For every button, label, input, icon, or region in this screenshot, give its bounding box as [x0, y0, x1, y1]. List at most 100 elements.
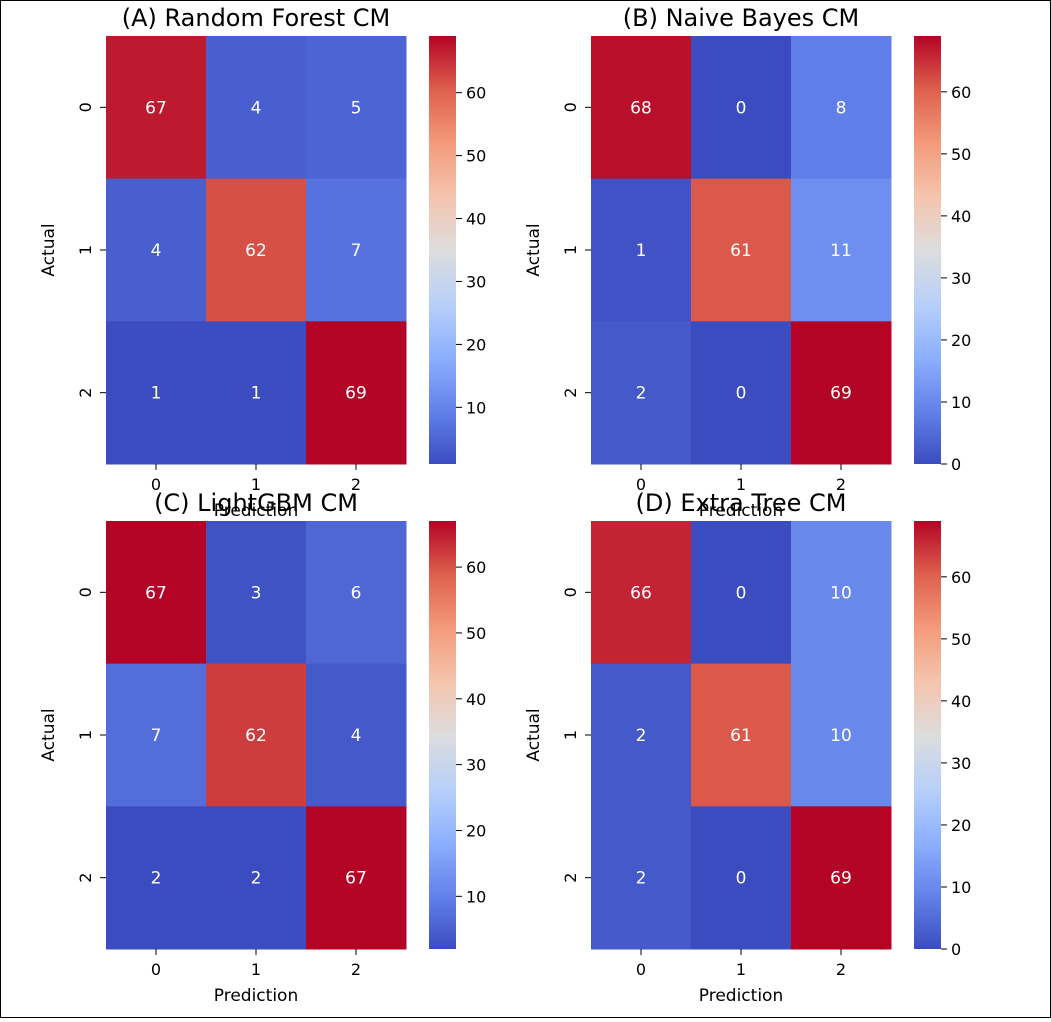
- heatmap-cell: [591, 36, 692, 180]
- cell-value-label: 66: [630, 583, 652, 603]
- heatmap-cell: [206, 663, 307, 807]
- colorbar-tick-label: 50: [466, 624, 486, 643]
- colorbar-tick-label: 60: [466, 84, 486, 103]
- colorbar-tick-label: 50: [466, 147, 486, 166]
- y-tick-label: 1: [561, 730, 580, 740]
- cell-value-label: 11: [830, 241, 852, 261]
- y-axis-label: Actual: [524, 708, 544, 761]
- colorbar-tick-label: 50: [951, 145, 971, 164]
- y-axis-label: Actual: [39, 708, 59, 761]
- y-tick-label: 0: [561, 587, 580, 597]
- heatmap-cell: [206, 806, 307, 950]
- cell-value-label: 0: [736, 583, 747, 603]
- colorbar-tick-label: 60: [951, 83, 971, 102]
- heatmap-cell: [691, 36, 792, 180]
- panel-title: (A) Random Forest CM: [122, 4, 391, 32]
- x-tick-label: 1: [251, 960, 261, 979]
- heatmap-cell: [791, 663, 892, 807]
- heatmap-cell: [791, 521, 892, 665]
- cell-value-label: 69: [830, 384, 852, 404]
- heatmap-cell: [691, 521, 792, 665]
- cell-value-label: 67: [145, 583, 167, 603]
- cell-value-label: 69: [345, 384, 367, 404]
- heatmap-cell: [106, 663, 207, 807]
- cell-value-label: 1: [251, 384, 262, 404]
- y-tick-label: 2: [76, 388, 95, 398]
- heatmap-cell: [306, 178, 407, 322]
- heatmap-cell: [691, 321, 792, 465]
- cell-value-label: 2: [636, 869, 647, 889]
- colorbar-tick-label: 30: [951, 754, 971, 773]
- x-axis-label: Prediction: [699, 986, 783, 1006]
- cell-value-label: 8: [836, 98, 847, 118]
- cell-value-label: 10: [830, 726, 852, 746]
- heatmap-cell: [691, 663, 792, 807]
- colorbar-tick-label: 10: [466, 398, 486, 417]
- panel-title: (B) Naive Bayes CM: [623, 4, 859, 32]
- heatmap-panel: (A) Random Forest CM 67 4 5 4 62 7 1 1 69 0 1 2 Predi…: [39, 4, 486, 521]
- y-axis-label: Actual: [524, 223, 544, 276]
- heatmap-cell: [106, 321, 207, 465]
- x-tick-label: 0: [636, 475, 646, 494]
- y-tick-label: 2: [76, 873, 95, 883]
- x-tick-label: 1: [736, 960, 746, 979]
- cell-value-label: 62: [245, 726, 267, 746]
- cell-value-label: 7: [151, 726, 162, 746]
- heatmap-cell: [591, 178, 692, 322]
- x-tick-label: 0: [636, 960, 646, 979]
- heatmap-cell: [591, 521, 692, 665]
- cell-value-label: 0: [736, 384, 747, 404]
- cell-value-label: 6: [351, 583, 362, 603]
- heatmap-cell: [691, 178, 792, 322]
- cell-value-label: 4: [351, 726, 362, 746]
- heatmap-cell: [306, 321, 407, 465]
- panel-title: (C) LightGBM CM: [154, 489, 358, 517]
- colorbar-tick-label: 50: [951, 630, 971, 649]
- heatmap-cell: [791, 178, 892, 322]
- x-tick-label: 0: [151, 475, 161, 494]
- cell-value-label: 7: [351, 241, 362, 261]
- heatmap-cell: [691, 806, 792, 950]
- y-tick-label: 0: [76, 587, 95, 597]
- heatmap-cell: [791, 806, 892, 950]
- heatmap-cell: [206, 521, 307, 665]
- x-tick-label: 0: [151, 960, 161, 979]
- colorbar-tick-label: 20: [466, 821, 486, 840]
- heatmap-cell: [306, 806, 407, 950]
- colorbar-tick-label: 10: [466, 887, 486, 906]
- colorbar: [429, 36, 456, 464]
- heatmap-cell: [791, 321, 892, 465]
- heatmap-cell: [206, 321, 307, 465]
- colorbar-tick-label: 20: [466, 335, 486, 354]
- x-tick-label: 1: [251, 475, 261, 494]
- cell-value-label: 68: [630, 98, 652, 118]
- cell-value-label: 0: [736, 869, 747, 889]
- heatmap-cell: [591, 806, 692, 950]
- cell-value-label: 62: [245, 241, 267, 261]
- y-tick-label: 1: [76, 245, 95, 255]
- y-tick-label: 0: [76, 102, 95, 112]
- y-tick-label: 2: [561, 873, 580, 883]
- x-tick-label: 2: [836, 960, 846, 979]
- heatmap-cell: [106, 178, 207, 322]
- heatmap-cell: [306, 36, 407, 180]
- cell-value-label: 4: [151, 241, 162, 261]
- colorbar: [429, 521, 456, 949]
- heatmap-cell: [206, 178, 307, 322]
- x-tick-label: 1: [736, 475, 746, 494]
- colorbar: [914, 521, 941, 949]
- heatmap-cell: [591, 321, 692, 465]
- x-tick-label: 2: [351, 475, 361, 494]
- panel-title: (D) Extra Tree CM: [636, 489, 847, 517]
- colorbar-tick-label: 20: [951, 816, 971, 835]
- heatmap-cell: [106, 36, 207, 180]
- y-tick-label: 2: [561, 388, 580, 398]
- heatmap-cell: [306, 521, 407, 665]
- x-axis-label: Prediction: [214, 501, 298, 521]
- x-axis-label: Prediction: [214, 986, 298, 1006]
- y-tick-label: 0: [561, 102, 580, 112]
- colorbar-tick-label: 10: [951, 878, 971, 897]
